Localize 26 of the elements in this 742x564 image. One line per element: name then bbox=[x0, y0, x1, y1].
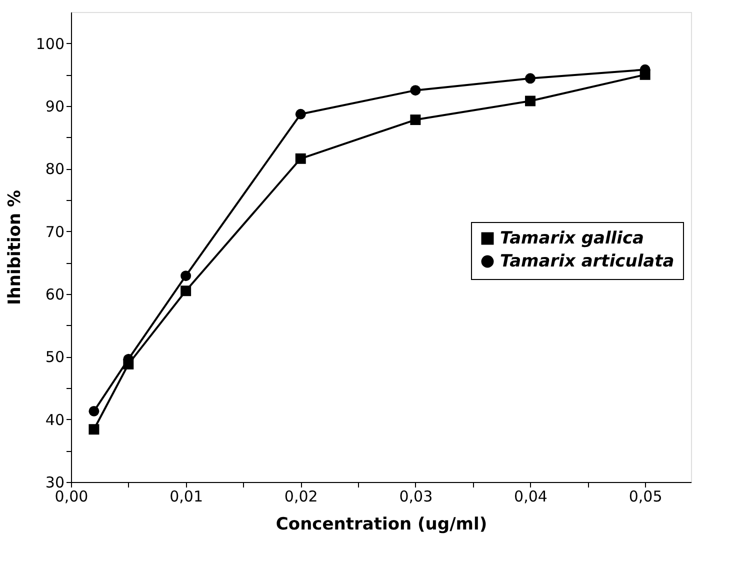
x-tick-label: 0,03 bbox=[399, 488, 433, 506]
legend-label: Tamarix gallica bbox=[500, 228, 644, 248]
y-axis-title: Ihnibition % bbox=[4, 190, 25, 306]
point bbox=[88, 406, 100, 416]
point bbox=[410, 85, 421, 96]
x-tick-label: 0,05 bbox=[628, 488, 662, 506]
x-axis-title: Concentration (ug/ml) bbox=[276, 514, 488, 534]
point bbox=[180, 286, 192, 296]
y-tick-label: 40 bbox=[45, 410, 64, 429]
y-tick-label: 70 bbox=[45, 222, 64, 241]
point bbox=[180, 270, 192, 282]
y-tick-label: 80 bbox=[45, 160, 64, 178]
point bbox=[295, 108, 306, 120]
point bbox=[410, 114, 421, 126]
y-tick-label: 50 bbox=[45, 348, 64, 366]
point bbox=[295, 153, 306, 164]
legend-label: Tamarix articulata bbox=[500, 252, 674, 272]
y-tick-label: 60 bbox=[45, 286, 64, 304]
y-tick-label: 90 bbox=[45, 98, 64, 116]
point bbox=[525, 73, 536, 84]
x-tick-label: 0,01 bbox=[170, 488, 204, 506]
point bbox=[525, 96, 536, 106]
y-tick-label: 100 bbox=[36, 34, 64, 53]
x-tick-label: 0,04 bbox=[514, 488, 548, 506]
x-tick-label: 0,02 bbox=[284, 488, 318, 506]
point bbox=[88, 424, 100, 435]
